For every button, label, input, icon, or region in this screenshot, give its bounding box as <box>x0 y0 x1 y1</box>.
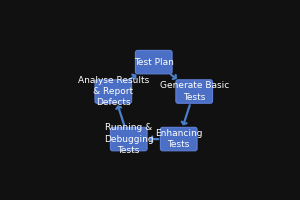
Text: Generate Basic
Tests: Generate Basic Tests <box>160 81 229 102</box>
Text: Enhancing
Tests: Enhancing Tests <box>155 129 202 149</box>
FancyBboxPatch shape <box>110 127 147 151</box>
FancyBboxPatch shape <box>135 50 172 74</box>
FancyBboxPatch shape <box>160 127 197 151</box>
Text: Test Plan: Test Plan <box>134 58 174 67</box>
FancyBboxPatch shape <box>176 80 212 103</box>
Text: Running &
Debugging
Tests: Running & Debugging Tests <box>104 123 154 155</box>
FancyBboxPatch shape <box>95 80 132 103</box>
Text: Analyse Results
& Report
Defects: Analyse Results & Report Defects <box>78 76 149 107</box>
